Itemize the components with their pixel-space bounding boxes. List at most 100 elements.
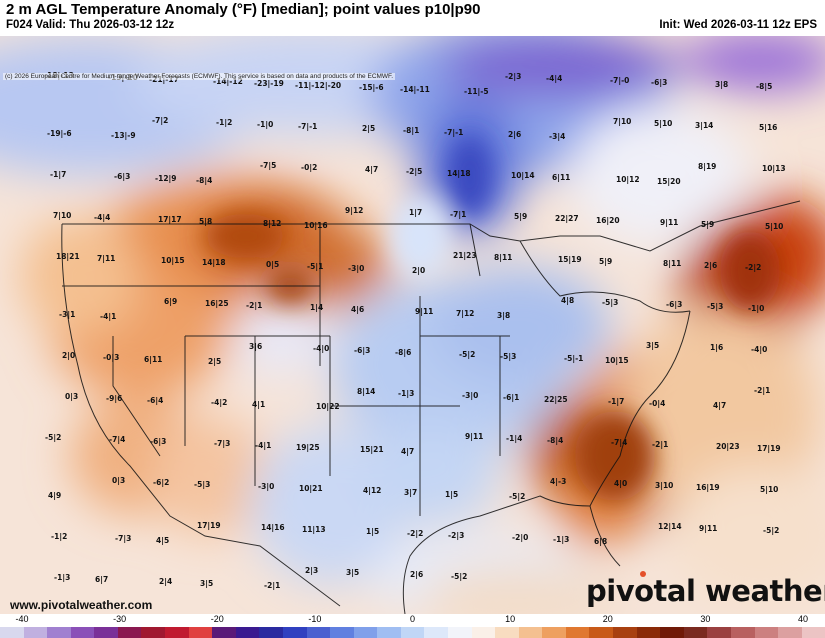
point-value-label: 4|7 [365,164,379,174]
point-value-label: -13|-9 [111,130,136,140]
point-value-label: 5|9 [514,211,528,221]
point-value-label: 0|5 [266,259,280,269]
color-scale-swatch [495,627,519,638]
point-value-label: -5|2 [459,349,476,359]
point-value-label: 6|7 [95,574,109,584]
point-value-label: 12|14 [658,521,682,531]
point-value-label: -5|3 [602,297,619,307]
point-value-label: 2|6 [704,260,718,270]
color-scale-tick-label: -10 [308,614,322,624]
point-value-label: -1|2 [216,117,233,127]
point-value-label: 4|9 [48,490,62,500]
point-value-label: 15|20 [657,176,681,186]
logo-o-icon: o [634,571,654,608]
color-scale-swatch [165,627,189,638]
point-value-label: 17|19 [757,443,781,453]
color-scale-swatch [377,627,401,638]
point-value-label: 15|19 [558,254,582,264]
point-value-label: 6|8 [594,536,608,546]
point-value-label: 10|14 [511,170,535,180]
point-value-label: 15|21 [360,444,384,454]
point-value-label: 3|6 [249,341,263,351]
point-value-label: -3|1 [59,309,76,319]
point-value-label: 3|5 [200,578,214,588]
color-scale-swatch [47,627,71,638]
point-value-label: 4|-3 [550,476,567,486]
point-value-label: 7|11 [97,253,116,263]
point-value-label: 6|11 [552,172,571,182]
point-value-label: 4|8 [561,295,575,305]
point-value-label: -7|1 [450,209,467,219]
color-scale-swatch [212,627,236,638]
point-value-label: 4|1 [252,399,266,409]
point-value-label: -8|4 [196,175,213,185]
point-value-label: 2|6 [410,569,424,579]
weather-map[interactable]: (c) 2026 European Centre for Medium-rang… [0,36,825,614]
point-value-label: -0|3 [103,352,120,362]
point-value-label: 1|4 [310,302,324,312]
point-value-label: -8|5 [756,81,773,91]
color-scale-tick-label: 10 [505,614,516,624]
point-value-label: -6|1 [503,392,520,402]
point-value-label: -1|3 [54,572,71,582]
color-scale-swatch [518,627,543,638]
point-value-label: 14|18 [202,257,226,267]
color-scale-swatch [589,627,614,638]
color-scale-swatch [542,627,566,638]
color-scale-tick-label: 0 [409,614,416,624]
color-scale-strip [0,627,825,638]
point-value-label: -6|3 [354,345,371,355]
anomaly-field [0,36,825,614]
color-scale-swatch [801,627,825,638]
website-url[interactable]: www.pivotalweather.com [10,598,153,612]
color-scale-swatch [282,627,307,638]
point-value-label: 3|5 [646,340,660,350]
color-scale-swatch [353,627,378,638]
point-value-label: -19|-6 [47,128,72,138]
point-value-label: -7|4 [109,434,126,444]
point-value-label: 21|23 [453,250,477,260]
color-scale: -40 -30 -20 -10 0 10 20 30 40 [0,614,825,638]
color-scale-swatch [707,627,731,638]
color-scale-swatch [683,627,708,638]
point-value-label: 3|7 [404,487,418,497]
point-value-label: -7|2 [152,115,169,125]
point-value-label: 4|6 [351,304,365,314]
point-value-label: 16|20 [596,215,620,225]
color-scale-tick-label: -30 [113,614,127,624]
point-value-label: -7|4 [611,437,628,447]
point-value-label: 10|15 [161,255,185,265]
point-value-label: 1|6 [710,342,724,352]
point-value-label: 3|8 [497,310,511,320]
point-value-label: 16|25 [205,298,229,308]
point-value-label: -8|4 [547,435,564,445]
color-scale-swatch [306,627,331,638]
point-value-label: 9|11 [465,431,484,441]
pivotal-weather-logo: pivo tal weather [586,571,825,608]
color-scale-swatch [117,627,142,638]
point-value-label: 17|17 [158,214,182,224]
point-value-label: -5|2 [763,525,780,535]
logo-text-start: piv [586,574,635,608]
color-scale-swatch [259,627,283,638]
point-value-label: 4|5 [156,535,170,545]
point-value-label: 8|19 [698,161,717,171]
valid-time: F024 Valid: Thu 2026-03-12 12z [6,19,175,31]
point-value-label: -1|0 [748,303,765,313]
point-value-label: -4|1 [100,311,117,321]
point-value-label: 9|12 [345,205,364,215]
point-value-label: -9|6 [106,393,123,403]
color-scale-swatch [447,627,472,638]
point-value-label: 16|19 [696,482,720,492]
point-value-label: -5|3 [500,351,517,361]
point-value-label: -0|2 [301,162,318,172]
point-value-label: -6|3 [666,299,683,309]
point-value-label: -11|-5 [464,86,489,96]
color-scale-tick-label: 30 [700,614,711,624]
point-value-label: -7|-0 [610,75,630,85]
point-value-label: -2|2 [407,528,424,538]
point-value-label: 4|7 [401,446,415,456]
point-value-label: 2|0 [62,350,76,360]
logo-text-end: tal weather [653,574,825,608]
point-value-label: -0|4 [649,398,666,408]
